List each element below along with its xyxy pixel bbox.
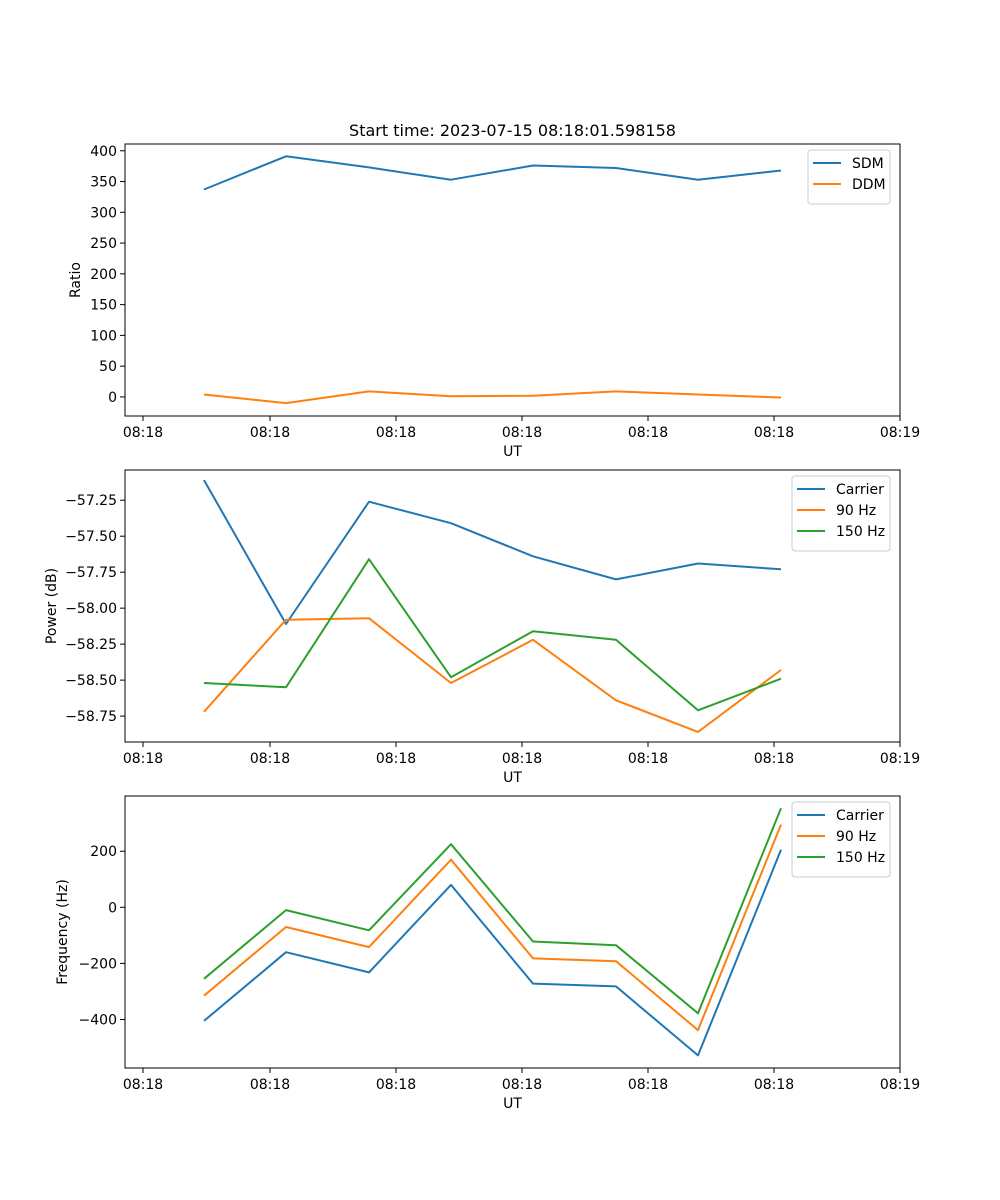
y-tick-label: −57.75 — [65, 565, 117, 581]
legend-label: DDM — [852, 177, 886, 193]
x-tick-label: 08:18 — [754, 425, 794, 441]
plot-frame — [124, 469, 901, 743]
plot-frame — [124, 795, 901, 1069]
x-tick-label: 08:18 — [123, 425, 163, 441]
x-tick-label: 08:18 — [376, 425, 416, 441]
x-axis-label: UT — [503, 444, 522, 460]
x-tick-label: 08:18 — [250, 1077, 290, 1093]
y-tick-label: −57.25 — [65, 493, 117, 509]
series-line-carrier — [203, 479, 782, 625]
x-tick-label: 08:19 — [880, 425, 920, 441]
y-tick-label: −400 — [79, 1012, 117, 1028]
x-tick-label: 08:18 — [502, 425, 542, 441]
y-tick-label: 400 — [90, 144, 117, 160]
y-tick-label: 0 — [108, 390, 117, 406]
x-tick-label: 08:18 — [250, 425, 290, 441]
y-tick-label: −200 — [79, 956, 117, 972]
legend-label: 150 Hz — [836, 524, 885, 540]
legend-label: 90 Hz — [836, 829, 876, 845]
x-tick-label: 08:18 — [502, 1077, 542, 1093]
y-tick-label: 200 — [90, 844, 117, 860]
legend: SDM DDM — [807, 149, 891, 205]
series-line-90-hz — [203, 824, 782, 1032]
y-tick-label: 250 — [90, 236, 117, 252]
y-tick-label: −58.00 — [65, 601, 117, 617]
series-line-150-hz — [203, 807, 782, 1015]
x-tick-label: 08:19 — [880, 1077, 920, 1093]
y-axis-label: Frequency (Hz) — [55, 879, 71, 985]
y-tick-label: 50 — [99, 359, 117, 375]
y-tick-label: 150 — [90, 298, 117, 314]
x-tick-label: 08:18 — [628, 751, 668, 767]
series-line-150-hz — [203, 558, 782, 712]
x-tick-label: 08:18 — [754, 751, 794, 767]
y-tick-label: −58.75 — [65, 709, 117, 725]
legend-box — [791, 475, 891, 552]
plot-frame — [124, 143, 901, 417]
legend: Carrier 90 Hz 150 Hz — [791, 475, 891, 552]
y-axis-label: Ratio — [68, 262, 84, 298]
x-tick-label: 08:18 — [754, 1077, 794, 1093]
y-tick-label: 300 — [90, 205, 117, 221]
x-axis-label: UT — [503, 770, 522, 786]
y-tick-label: 200 — [90, 267, 117, 283]
legend-box — [791, 801, 891, 878]
x-tick-label: 08:18 — [628, 425, 668, 441]
x-tick-label: 08:18 — [123, 751, 163, 767]
legend-label: Carrier — [836, 482, 884, 498]
chart-title: Start time: 2023-07-15 08:18:01.598158 — [349, 121, 676, 140]
y-axis-label: Power (dB) — [44, 568, 60, 644]
y-tick-label: −58.25 — [65, 637, 117, 653]
legend-label: SDM — [852, 156, 884, 172]
y-tick-label: −58.50 — [65, 673, 117, 689]
legend-label: 90 Hz — [836, 503, 876, 519]
power-panel: 08:18 08:18 08:18 08:18 08:18 08:18 08:19 −58.7… — [44, 469, 920, 786]
y-tick-label: 0 — [108, 900, 117, 916]
x-tick-label: 08:18 — [123, 1077, 163, 1093]
x-tick-label: 08:18 — [376, 751, 416, 767]
x-tick-label: 08:19 — [880, 751, 920, 767]
x-tick-label: 08:18 — [250, 751, 290, 767]
series-line-carrier — [203, 849, 782, 1057]
legend: Carrier 90 Hz 150 Hz — [791, 801, 891, 878]
x-tick-label: 08:18 — [628, 1077, 668, 1093]
ratio-panel: 08:18 08:18 08:18 08:18 08:18 08:18 08:19 0 50 10… — [68, 143, 920, 460]
legend-label: Carrier — [836, 808, 884, 824]
y-tick-label: −57.50 — [65, 529, 117, 545]
y-tick-label: 100 — [90, 328, 117, 344]
y-tick-label: 350 — [90, 175, 117, 191]
series-line-90-hz — [203, 617, 782, 733]
series-line-sdm — [203, 155, 782, 191]
x-axis-label: UT — [503, 1096, 522, 1112]
legend-label: 150 Hz — [836, 850, 885, 866]
frequency-panel: 08:18 08:18 08:18 08:18 08:18 08:18 08:19 −400 −… — [55, 795, 920, 1112]
series-line-ddm — [203, 390, 782, 405]
x-tick-label: 08:18 — [376, 1077, 416, 1093]
x-tick-label: 08:18 — [502, 751, 542, 767]
